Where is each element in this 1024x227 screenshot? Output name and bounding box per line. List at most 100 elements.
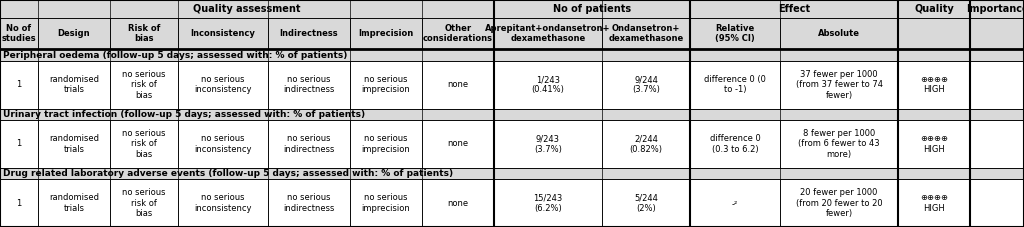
Text: Aprepitant+ondansetron+
dexamethasone: Aprepitant+ondansetron+ dexamethasone — [485, 24, 610, 43]
Bar — [350, 18, 422, 49]
Text: ⊕⊕⊕⊕
HIGH: ⊕⊕⊕⊕ HIGH — [920, 193, 948, 213]
Text: 20 fewer per 1000
(from 20 fewer to 20
fewer): 20 fewer per 1000 (from 20 fewer to 20 f… — [796, 188, 883, 218]
Text: randomised
trials: randomised trials — [49, 193, 99, 213]
Bar — [268, 18, 350, 49]
Text: Imprecision: Imprecision — [358, 29, 414, 38]
Text: ⊕⊕⊕⊕
HIGH: ⊕⊕⊕⊕ HIGH — [920, 75, 948, 94]
Text: No of patients: No of patients — [553, 4, 631, 14]
Bar — [494, 120, 602, 168]
Text: difference 0
(0.3 to 6.2): difference 0 (0.3 to 6.2) — [710, 134, 761, 154]
Bar — [268, 179, 350, 227]
Text: Importance: Importance — [966, 4, 1024, 14]
Bar — [0, 109, 1024, 120]
Text: 37 fewer per 1000
(from 37 fewer to 74
fewer): 37 fewer per 1000 (from 37 fewer to 74 f… — [796, 70, 883, 100]
Text: Drug related laboratory adverse events (follow-up 5 days; assessed with: % of pa: Drug related laboratory adverse events (… — [3, 169, 454, 178]
Bar — [110, 179, 178, 227]
Bar — [602, 61, 690, 109]
Bar — [178, 120, 268, 168]
Text: difference 0 (0
to -1): difference 0 (0 to -1) — [705, 75, 766, 94]
Bar — [268, 61, 350, 109]
Bar — [970, 61, 1024, 109]
Bar — [898, 0, 970, 18]
Bar — [690, 0, 898, 18]
Text: none: none — [447, 139, 469, 148]
Text: Urinary tract infection (follow-up 5 days; assessed with: % of patients): Urinary tract infection (follow-up 5 day… — [3, 110, 366, 119]
Bar — [38, 179, 110, 227]
Bar — [38, 120, 110, 168]
Bar — [0, 120, 38, 168]
Text: none: none — [447, 80, 469, 89]
Bar — [422, 61, 494, 109]
Text: 1/243
(0.41%): 1/243 (0.41%) — [531, 75, 564, 94]
Text: 1: 1 — [16, 139, 22, 148]
Bar — [110, 61, 178, 109]
Bar — [422, 18, 494, 49]
Text: no serious
indirectness: no serious indirectness — [284, 134, 335, 154]
Text: no serious
risk of
bias: no serious risk of bias — [122, 188, 166, 218]
Bar — [780, 179, 898, 227]
Bar — [898, 18, 970, 49]
Bar — [0, 18, 38, 49]
Bar — [110, 18, 178, 49]
Text: Quality assessment: Quality assessment — [194, 4, 301, 14]
Bar — [898, 61, 970, 109]
Text: 2/244
(0.82%): 2/244 (0.82%) — [630, 134, 663, 154]
Bar — [0, 61, 38, 109]
Bar — [898, 179, 970, 227]
Bar — [178, 18, 268, 49]
Text: none: none — [447, 199, 469, 208]
Bar — [970, 18, 1024, 49]
Bar — [178, 61, 268, 109]
Text: ⊕⊕⊕⊕
HIGH: ⊕⊕⊕⊕ HIGH — [920, 134, 948, 154]
Text: 1: 1 — [16, 80, 22, 89]
Text: Inconsistency: Inconsistency — [190, 29, 255, 38]
Bar — [780, 120, 898, 168]
Bar — [350, 179, 422, 227]
Text: Ondansetron+
dexamethasone: Ondansetron+ dexamethasone — [608, 24, 684, 43]
Bar — [780, 18, 898, 49]
Bar — [602, 18, 690, 49]
Bar — [970, 179, 1024, 227]
Text: Peripheral oedema (follow-up 5 days; assessed with: % of patients): Peripheral oedema (follow-up 5 days; ass… — [3, 51, 347, 60]
Bar — [690, 179, 780, 227]
Text: no serious
imprecision: no serious imprecision — [361, 193, 411, 213]
Bar — [422, 179, 494, 227]
Text: Indirectness: Indirectness — [280, 29, 338, 38]
Bar — [970, 120, 1024, 168]
Text: no serious
indirectness: no serious indirectness — [284, 193, 335, 213]
Text: no serious
risk of
bias: no serious risk of bias — [122, 70, 166, 100]
Bar — [690, 18, 780, 49]
Bar — [0, 168, 1024, 179]
Bar — [690, 61, 780, 109]
Bar — [602, 179, 690, 227]
Bar — [494, 0, 690, 18]
Text: No of
studies: No of studies — [2, 24, 36, 43]
Text: Quality: Quality — [914, 4, 954, 14]
Bar — [494, 61, 602, 109]
Bar — [350, 120, 422, 168]
Text: Relative
(95% CI): Relative (95% CI) — [715, 24, 755, 43]
Bar — [268, 120, 350, 168]
Bar — [0, 49, 1024, 61]
Text: 9/243
(3.7%): 9/243 (3.7%) — [535, 134, 562, 154]
Bar — [422, 120, 494, 168]
Text: Absolute: Absolute — [818, 29, 860, 38]
Text: 1: 1 — [16, 199, 22, 208]
Bar — [178, 179, 268, 227]
Bar — [350, 61, 422, 109]
Text: no serious
inconsistency: no serious inconsistency — [195, 75, 252, 94]
Text: no serious
indirectness: no serious indirectness — [284, 75, 335, 94]
Bar — [898, 120, 970, 168]
Text: no serious
imprecision: no serious imprecision — [361, 75, 411, 94]
Text: 8 fewer per 1000
(from 6 fewer to 43
more): 8 fewer per 1000 (from 6 fewer to 43 mor… — [798, 129, 880, 159]
Bar — [494, 18, 602, 49]
Bar — [690, 120, 780, 168]
Text: Risk of
bias: Risk of bias — [128, 24, 160, 43]
Bar — [0, 179, 38, 227]
Bar — [0, 0, 494, 18]
Text: 5/244
(2%): 5/244 (2%) — [634, 193, 658, 213]
Bar — [970, 0, 1024, 18]
Bar — [494, 179, 602, 227]
Text: Other
considerations: Other considerations — [423, 24, 493, 43]
Text: 9/244
(3.7%): 9/244 (3.7%) — [632, 75, 659, 94]
